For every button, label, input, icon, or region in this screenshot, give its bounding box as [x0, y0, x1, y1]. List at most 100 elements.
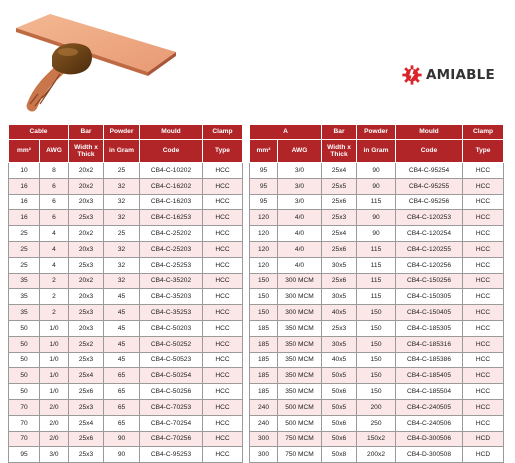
table-row: 10 8 20x2 25 CB4-C-10202 HCC	[8, 162, 243, 179]
cell-powder-gram: 115	[356, 193, 397, 211]
cell-bar-size: 50x8	[321, 446, 358, 463]
table-row: 70 2/0 25x3 65 CB4-C-70253 HCC	[8, 398, 243, 416]
subheader-width-thick: Width x Thick	[321, 139, 358, 163]
subheader-awg: AWG	[276, 139, 323, 163]
cell-bar-size: 25x3	[68, 398, 104, 416]
cell-bar-size: 25x2	[68, 335, 104, 353]
cell-clamp-type: HCC	[202, 225, 243, 242]
cell-awg: 3/0	[276, 177, 323, 195]
cell-awg: 4	[39, 225, 69, 242]
cell-powder-gram: 200x2	[356, 446, 397, 463]
cell-clamp-type: HCC	[462, 367, 505, 385]
table-row: 150 300 MCM 25x6 115 CB4-C-150256 HCC	[249, 272, 505, 290]
cell-clamp-type: HCC	[202, 398, 243, 416]
cell-bar-size: 50x6	[321, 414, 358, 432]
cell-awg: 8	[39, 162, 69, 179]
cell-mould-code: CB4-C-35202	[139, 272, 203, 290]
table-row: 16 6 20x3 32 CB4-C-16203 HCC	[8, 193, 243, 211]
cell-mould-code: CB4-C-25203	[139, 240, 203, 258]
cell-powder-gram: 90	[356, 209, 397, 227]
cell-clamp-type: HCC	[462, 351, 505, 369]
header-mould: Mould	[395, 124, 464, 140]
cell-bar-size: 40x5	[321, 304, 358, 321]
cell-mm2: 185	[249, 351, 278, 369]
cell-mm2: 150	[249, 304, 278, 321]
cell-powder-gram: 150	[356, 304, 397, 321]
table-row: 50 1/0 25x3 45 CB4-C-50523 HCC	[8, 351, 243, 369]
cell-awg: 300 MCM	[276, 304, 323, 321]
cell-mould-code: CB4-C-50203	[139, 319, 203, 337]
cell-awg: 750 MCM	[276, 430, 323, 448]
cell-clamp-type: HCC	[202, 319, 243, 337]
cell-mm2: 185	[249, 367, 278, 385]
header-mould: Mould	[139, 124, 203, 140]
cell-mould-code: CB4-C-95253	[139, 446, 203, 463]
cell-powder-gram: 32	[103, 209, 140, 227]
cell-awg: 1/0	[39, 335, 69, 353]
cell-bar-size: 30x5	[321, 288, 358, 306]
cell-mm2: 120	[249, 240, 278, 258]
cell-clamp-type: HCC	[462, 177, 505, 195]
cell-awg: 4	[39, 240, 69, 258]
cell-powder-gram: 115	[356, 288, 397, 306]
cell-mm2: 50	[8, 383, 40, 400]
cell-mould-code: CB4-C-16202	[139, 177, 203, 195]
cell-mm2: 185	[249, 335, 278, 353]
cell-mould-code: CB4-C-70253	[139, 398, 203, 416]
table-row: 16 6 25x3 32 CB4-C-16253 HCC	[8, 209, 243, 227]
cell-bar-size: 30x5	[321, 335, 358, 353]
cell-awg: 500 MCM	[276, 414, 323, 432]
cell-awg: 2	[39, 272, 69, 290]
cell-mm2: 95	[249, 177, 278, 195]
cell-bar-size: 20x3	[68, 319, 104, 337]
table-row: 25 4 25x3 32 CB4-C-25253 HCC	[8, 256, 243, 274]
subheader-code: Code	[395, 139, 464, 163]
cell-mould-code: CB4-C-35253	[139, 304, 203, 321]
cell-clamp-type: HCC	[202, 304, 243, 321]
cell-powder-gram: 150	[356, 367, 397, 385]
cell-mould-code: CB4-D-300508	[395, 446, 464, 463]
table-row: 16 6 20x2 32 CB4-C-16202 HCC	[8, 177, 243, 195]
cell-mm2: 16	[8, 193, 40, 211]
cell-awg: 300 MCM	[276, 272, 323, 290]
table-row: 95 3/0 25x6 115 CB4-C-95256 HCC	[249, 193, 505, 211]
brand-logo: AMIABLE	[401, 63, 495, 87]
cell-mould-code: CB4-D-300506	[395, 430, 464, 448]
cell-powder-gram: 90	[103, 446, 140, 463]
cell-clamp-type: HCC	[462, 256, 505, 274]
cell-awg: 4/0	[276, 256, 323, 274]
cell-powder-gram: 150	[356, 335, 397, 353]
cell-clamp-type: HCC	[462, 225, 505, 242]
cell-mould-code: CB4-C-120253	[395, 209, 464, 227]
cell-bar-size: 30x5	[321, 256, 358, 274]
table-row: 150 300 MCM 40x5 150 CB4-C-150405 HCC	[249, 304, 505, 321]
subheader-in-gram: in Gram	[356, 139, 397, 163]
cell-clamp-type: HCC	[202, 193, 243, 211]
cell-awg: 6	[39, 193, 69, 211]
cell-clamp-type: HCC	[202, 209, 243, 227]
table-row: 50 1/0 25x6 65 CB4-C-50256 HCC	[8, 383, 243, 400]
cell-bar-size: 20x2	[68, 272, 104, 290]
cell-powder-gram: 90	[103, 430, 140, 448]
cell-mm2: 240	[249, 414, 278, 432]
table-row: 120 4/0 25x4 90 CB4-C-120254 HCC	[249, 225, 505, 242]
cell-awg: 2	[39, 304, 69, 321]
cell-mould-code: CB4-C-150405	[395, 304, 464, 321]
cell-mm2: 35	[8, 272, 40, 290]
cell-bar-size: 25x3	[68, 304, 104, 321]
cell-clamp-type: HCC	[202, 414, 243, 432]
cell-bar-size: 50x5	[321, 367, 358, 385]
cell-clamp-type: HCC	[462, 335, 505, 353]
cell-mm2: 120	[249, 256, 278, 274]
cell-bar-size: 25x4	[321, 225, 358, 242]
cell-awg: 4/0	[276, 209, 323, 227]
header-cable: Cable	[8, 124, 69, 140]
header-powder: Powder	[103, 124, 140, 140]
table-row: 185 350 MCM 50x6 150 CB4-C-185504 HCC	[249, 383, 505, 400]
header-clamp: Clamp	[202, 124, 243, 140]
cell-powder-gram: 25	[103, 225, 140, 242]
cell-mould-code: CB4-C-50252	[139, 335, 203, 353]
cell-clamp-type: HCC	[202, 162, 243, 179]
cell-bar-size: 25x6	[321, 240, 358, 258]
cell-clamp-type: HCC	[462, 193, 505, 211]
